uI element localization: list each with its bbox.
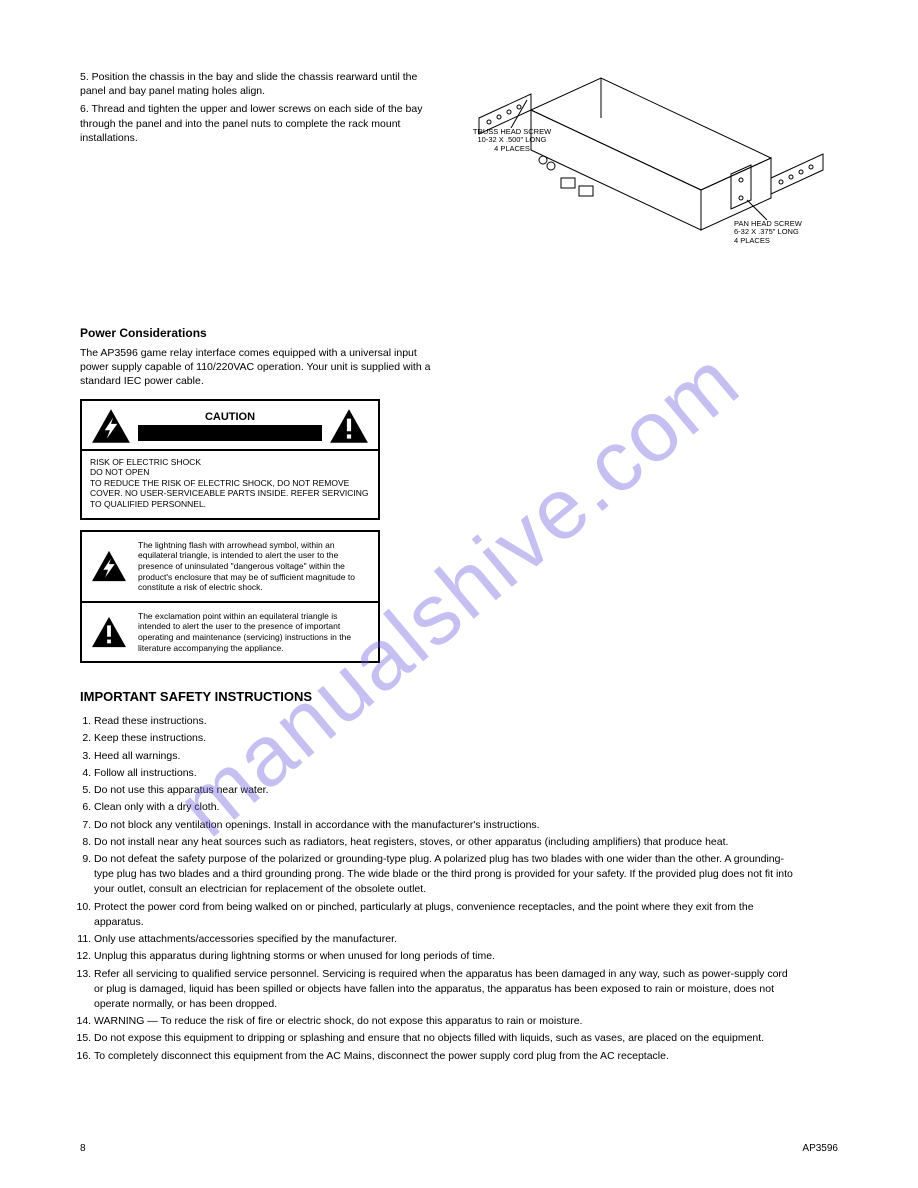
exclamation-symbol-text: The exclamation point within an equilate… [138,611,370,654]
exclamation-icon [90,615,128,649]
safety-instruction-item: To completely disconnect this equipment … [94,1049,800,1064]
safety-instruction-item: Do not defeat the safety purpose of the … [94,852,800,898]
safety-instructions-list: Read these instructions. Keep these instr… [80,714,800,1064]
safety-instruction-item: Do not install near any heat sources suc… [94,835,800,850]
lightning-icon [90,407,132,445]
install-step-5: 5. Position the chassis in the bay and s… [80,70,440,98]
safety-instruction-item: WARNING — To reduce the risk of fire or … [94,1014,800,1029]
safety-instruction-item: Clean only with a dry cloth. [94,800,800,815]
safety-instruction-item: Unplug this apparatus during lightning s… [94,949,800,964]
caution-title: CAUTION [138,411,322,423]
safety-instruction-item: Refer all servicing to qualified service… [94,967,800,1013]
page-number: 8 [80,1143,86,1154]
lightning-symbol-text: The lightning flash with arrowhead symbo… [138,540,370,593]
safety-instruction-item: Do not block any ventilation openings. I… [94,818,800,833]
safety-instruction-item: Keep these instructions. [94,731,800,746]
power-considerations-body: The AP3596 game relay interface comes eq… [80,346,440,389]
exclamation-icon [328,407,370,445]
symbol-explanation-box: The lightning flash with arrowhead symbo… [80,530,380,664]
rackmount-figure: TRUSS HEAD SCREW 10-32 X .500" LONG 4 PL… [464,70,838,290]
safety-instruction-item: Follow all instructions. [94,766,800,781]
safety-instruction-item: Heed all warnings. [94,749,800,764]
truss-screw-label: TRUSS HEAD SCREW 10-32 X .500" LONG 4 PL… [464,128,560,153]
model-number: AP3596 [802,1143,838,1154]
safety-instruction-item: Only use attachments/accessories specifi… [94,932,800,947]
safety-instruction-item: Do not use this apparatus near water. [94,783,800,798]
install-step-6: 6. Thread and tighten the upper and lowe… [80,102,440,145]
safety-instruction-item: Read these instructions. [94,714,800,729]
important-safety-heading: IMPORTANT SAFETY INSTRUCTIONS [80,689,440,704]
safety-instruction-item: Do not expose this equipment to dripping… [94,1031,800,1046]
safety-instruction-item: Protect the power cord from being walked… [94,900,800,930]
caution-body: RISK OF ELECTRIC SHOCK DO NOT OPEN TO RE… [82,451,378,518]
caution-box: CAUTION RISK OF ELECTRIC SHOCK DO NOT OP… [80,399,380,520]
lightning-icon [90,549,128,583]
power-considerations-heading: Power Considerations [80,326,440,340]
pan-screw-label: PAN HEAD SCREW 6-32 X .375" LONG 4 PLACE… [734,220,834,245]
caution-bar [138,425,322,441]
